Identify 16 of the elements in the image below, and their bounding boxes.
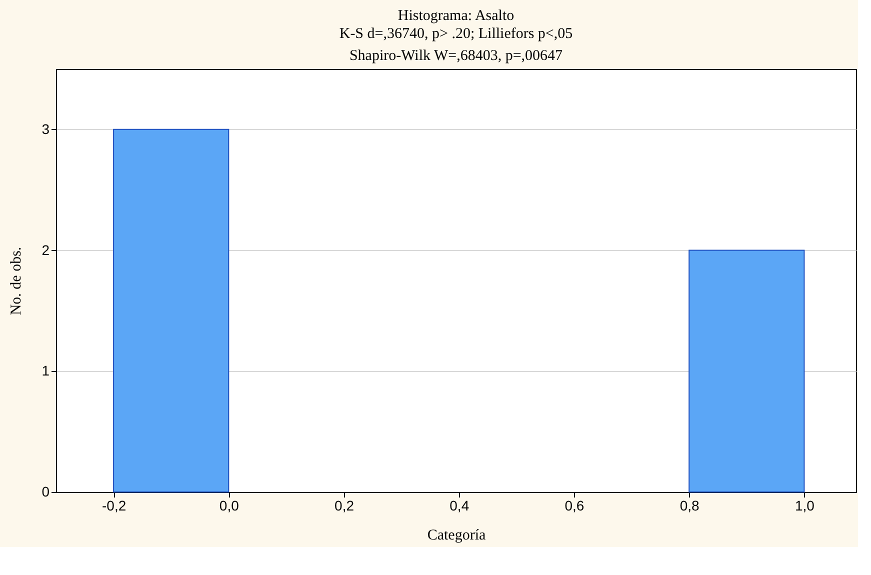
x-tick-label: 0,6 — [564, 498, 584, 514]
x-tick-label: 1,0 — [794, 498, 815, 514]
x-tick-label: 0,2 — [334, 498, 354, 514]
y-axis-title: No. de obs. — [8, 246, 25, 316]
x-tick-label: 0,0 — [219, 498, 240, 514]
x-tick-label: 0,8 — [680, 498, 700, 514]
x-axis-title: Categoría — [427, 528, 486, 544]
y-tick-label: 2 — [42, 242, 50, 258]
chart-title: Histograma: Asalto — [398, 8, 514, 24]
y-tick-label: 3 — [42, 120, 50, 137]
x-tick-label: 0,4 — [450, 498, 470, 514]
y-tick-label: 1 — [42, 362, 50, 379]
x-tick-label: -0,2 — [102, 498, 126, 514]
y-tick-label: 0 — [42, 484, 50, 500]
text: K-S d=,36740, p> .20; Lilliefors p<,05 — [339, 26, 573, 42]
text: Shapiro-Wilk W=,68403, p=,00647 — [349, 48, 563, 64]
